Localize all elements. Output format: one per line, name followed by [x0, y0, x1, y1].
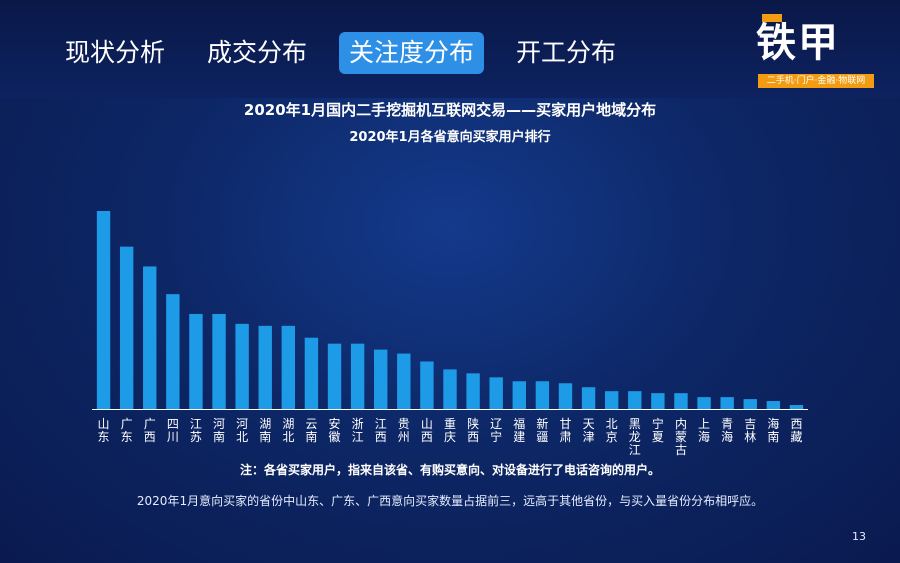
bar-20 [558, 383, 573, 409]
bar-17 [489, 377, 503, 409]
logo-text: 铁甲 [756, 20, 840, 66]
bar-19 [535, 381, 550, 409]
category-label-29: 海南 [767, 416, 779, 444]
top-navigation-bar: 现状分析 成交分布 关注度分布 开工分布 铁甲 二手机·门户·金融·物联网 [0, 0, 900, 98]
bar-8 [281, 325, 296, 409]
tab-transaction-distribution[interactable]: 成交分布 [207, 38, 308, 67]
category-label-13: 贵州 [398, 417, 410, 444]
category-label-21: 天津 [583, 417, 595, 444]
bar-1 [119, 246, 134, 409]
bar-15 [443, 369, 457, 409]
category-label-10: 安徽 [329, 416, 341, 444]
logo-tagline: 二手机·门户·金融·物联网 [758, 74, 874, 88]
bar-10 [327, 343, 342, 409]
bar-5 [212, 313, 226, 409]
brand-logo: 铁甲 二手机·门户·金融·物联网 [748, 8, 880, 90]
logo-accent-mark [762, 14, 782, 22]
bar-2 [143, 266, 157, 409]
category-label-9: 云南 [305, 417, 317, 444]
bar-13 [397, 353, 411, 409]
category-label-25: 内蒙古 [675, 417, 687, 457]
bar-16 [466, 373, 480, 409]
bar-27 [720, 397, 734, 409]
category-label-8: 湖北 [282, 416, 294, 444]
category-label-3: 四川 [167, 417, 179, 444]
bar-29 [766, 401, 781, 409]
bar-3 [166, 294, 180, 409]
footnote: 注：各省买家用户，指来自该省、有购买意向、对设备进行了电话咨询的用户。 [239, 463, 660, 477]
category-label-27: 青海 [721, 417, 733, 444]
tab-operation-distribution[interactable]: 开工分布 [516, 38, 617, 67]
category-label-22: 北京 [606, 417, 618, 444]
bar-14 [420, 361, 434, 409]
bar-chart: 山东广东广西四川江苏河南河北湖南湖北云南安徽浙江江西贵州山西重庆陕西辽宁福建新疆… [92, 211, 808, 457]
tab-attention-distribution[interactable]: 关注度分布 [339, 32, 485, 74]
category-label-14: 山西 [421, 417, 433, 444]
bar-22 [604, 391, 619, 409]
category-label-30: 西藏 [790, 417, 802, 444]
category-label-1: 广东 [121, 417, 133, 444]
bar-0 [96, 211, 111, 409]
bar-11 [350, 343, 365, 409]
summary-text: 2020年1月意向买家的省份中山东、广东、广西意向买家数量占据前三，远高于其他省… [136, 494, 764, 508]
bar-4 [189, 313, 203, 409]
bar-30 [789, 405, 804, 409]
section-tabs: 现状分析 成交分布 关注度分布 开工分布 [55, 32, 626, 74]
category-label-group: 山东广东广西四川江苏河南河北湖南湖北云南安徽浙江江西贵州山西重庆陕西辽宁福建新疆… [98, 416, 803, 457]
category-label-4: 江苏 [190, 417, 202, 444]
bar-9 [304, 337, 319, 409]
category-label-6: 河北 [236, 417, 248, 444]
category-label-18: 福建 [513, 416, 525, 444]
category-label-26: 上海 [698, 417, 710, 444]
category-label-5: 河南 [213, 417, 225, 444]
page-number: 13 [852, 530, 866, 543]
bar-18 [512, 381, 526, 409]
category-label-15: 重庆 [444, 417, 456, 444]
chart-subtitle: 2020年1月各省意向买家用户排行 [349, 130, 551, 145]
category-label-7: 湖南 [259, 416, 271, 444]
category-label-19: 新疆 [536, 416, 548, 444]
bar-6 [235, 323, 249, 409]
bar-7 [258, 325, 272, 409]
category-label-0: 山东 [98, 417, 110, 444]
bar-24 [651, 393, 665, 409]
bar-26 [697, 397, 711, 409]
bar-23 [628, 391, 642, 409]
chart-title: 2020年1月国内二手挖掘机互联网交易——买家用户地域分布 [243, 101, 657, 119]
category-label-11: 浙江 [352, 417, 364, 444]
category-label-12: 江西 [375, 417, 387, 444]
bar-25 [674, 393, 688, 409]
category-label-24: 宁夏 [652, 416, 664, 444]
category-label-16: 陕西 [467, 416, 479, 444]
category-label-28: 吉林 [744, 417, 756, 444]
category-label-2: 广西 [144, 417, 156, 444]
bar-group [96, 211, 804, 409]
tab-status-analysis[interactable]: 现状分析 [65, 38, 166, 67]
category-label-23: 黑龙江 [629, 417, 641, 457]
bar-21 [581, 387, 596, 409]
bar-28 [743, 399, 757, 409]
category-label-17: 辽宁 [490, 417, 502, 444]
bar-12 [374, 349, 388, 409]
category-label-20: 甘肃 [559, 417, 571, 444]
